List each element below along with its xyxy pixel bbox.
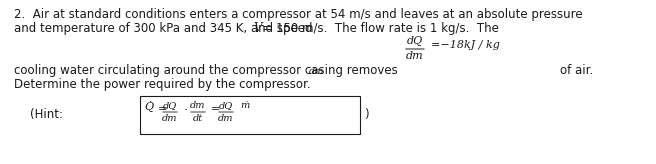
Text: dQ: dQ [219,101,233,110]
Text: =−18kJ / kg: =−18kJ / kg [431,40,500,50]
Text: dQ: dQ [407,36,423,46]
Text: dm: dm [308,67,324,76]
Text: dm: dm [162,114,178,123]
Text: dm: dm [190,101,206,110]
Text: =: = [211,104,220,114]
Text: V: V [253,22,262,35]
Text: 2.  Air at standard conditions enters a compressor at 54 m/s and leaves at an ab: 2. Air at standard conditions enters a c… [14,8,583,21]
Text: dQ: dQ [163,101,177,110]
Text: ): ) [364,108,369,121]
Text: ·: · [184,104,188,117]
Text: dt: dt [193,114,203,123]
Text: of air.: of air. [560,64,593,77]
Text: and temperature of 300 kPa and 345 K, and speed: and temperature of 300 kPa and 345 K, an… [14,22,316,35]
Text: cooling water circulating around the compressor casing removes: cooling water circulating around the com… [14,64,398,77]
Text: ṁ: ṁ [240,101,249,110]
Text: Q̇: Q̇ [144,101,153,112]
Text: = 150 m/s.  The flow rate is 1 kg/s.  The: = 150 m/s. The flow rate is 1 kg/s. The [260,22,499,35]
Text: dm: dm [406,51,424,61]
Text: (Hint:: (Hint: [30,108,63,121]
Text: Determine the power required by the compressor.: Determine the power required by the comp… [14,78,311,91]
Text: dm: dm [218,114,234,123]
Text: =: = [158,104,167,114]
